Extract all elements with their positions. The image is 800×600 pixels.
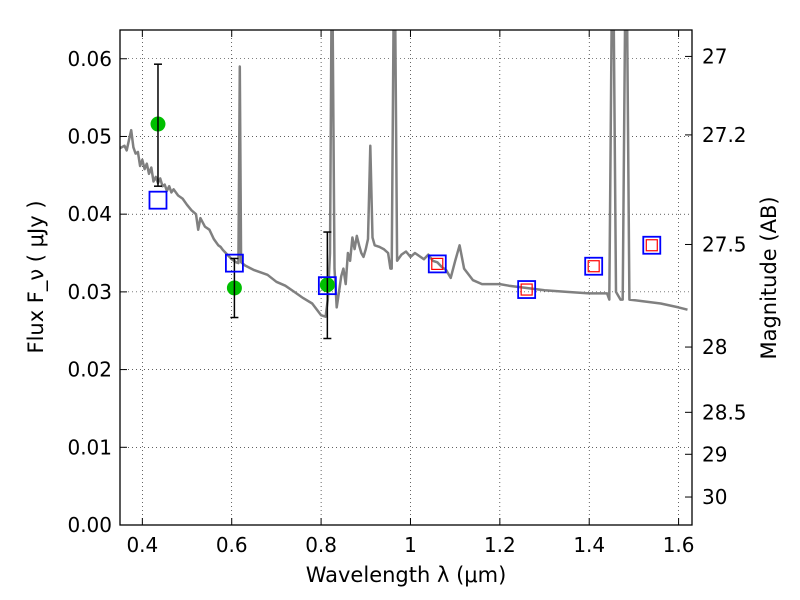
plot-frame bbox=[119, 29, 693, 526]
x-axis: 0.4 0.6 0.8 1 1.2 1.4 1.6 bbox=[126, 30, 695, 557]
y-axis-right-label: Magnitude (AB) bbox=[757, 196, 781, 359]
right-tick-label: 27.5 bbox=[702, 232, 747, 256]
y-axis-left-label: Flux F_ν ( μJy ) bbox=[24, 200, 49, 353]
model-flux-square bbox=[317, 276, 337, 296]
right-tick-label: 27 bbox=[702, 44, 727, 68]
model-flux-square bbox=[224, 253, 244, 273]
model-flux-square bbox=[642, 235, 662, 255]
y-tick-label: 0.01 bbox=[67, 435, 112, 459]
right-tick-label: 28.5 bbox=[702, 400, 747, 424]
model-flux-square bbox=[148, 190, 168, 210]
model-flux-square bbox=[427, 254, 447, 274]
x-tick-label: 1 bbox=[404, 533, 417, 557]
model-flux-inner-square bbox=[587, 260, 600, 273]
model-flux-square bbox=[584, 256, 604, 276]
y-tick-label: 0.06 bbox=[67, 47, 112, 71]
y-tick-label: 0.00 bbox=[67, 513, 112, 537]
right-tick-label: 29 bbox=[702, 442, 727, 466]
y-tick-label: 0.02 bbox=[67, 358, 112, 382]
right-tick-label: 28 bbox=[702, 335, 727, 359]
x-tick-label: 0.6 bbox=[216, 533, 248, 557]
plot-background bbox=[120, 30, 692, 525]
x-tick-label: 0.8 bbox=[305, 533, 337, 557]
y-tick-label: 0.05 bbox=[67, 124, 112, 148]
x-tick-label: 0.4 bbox=[126, 533, 158, 557]
model-flux-inner-square bbox=[520, 283, 533, 296]
model-flux-square bbox=[517, 280, 537, 299]
right-tick-label: 27.2 bbox=[702, 123, 747, 147]
y-axis-right: 27 27.2 27.5 28 28.5 29 30 bbox=[685, 44, 747, 509]
plot-area bbox=[120, 30, 688, 340]
x-tick-label: 1.2 bbox=[484, 533, 516, 557]
right-tick-label: 30 bbox=[702, 485, 727, 509]
x-tick-label: 1.6 bbox=[663, 533, 695, 557]
x-axis-label: Wavelength λ (μm) bbox=[306, 563, 507, 587]
model-flux-inner-square bbox=[431, 257, 444, 271]
y-tick-label: 0.04 bbox=[67, 202, 112, 226]
model-flux-inner-square bbox=[645, 239, 658, 252]
y-axis-left: 0.00 0.01 0.02 0.03 0.04 0.05 0.06 bbox=[67, 47, 127, 537]
x-tick-label: 1.4 bbox=[573, 533, 605, 557]
y-tick-label: 0.03 bbox=[67, 280, 112, 304]
